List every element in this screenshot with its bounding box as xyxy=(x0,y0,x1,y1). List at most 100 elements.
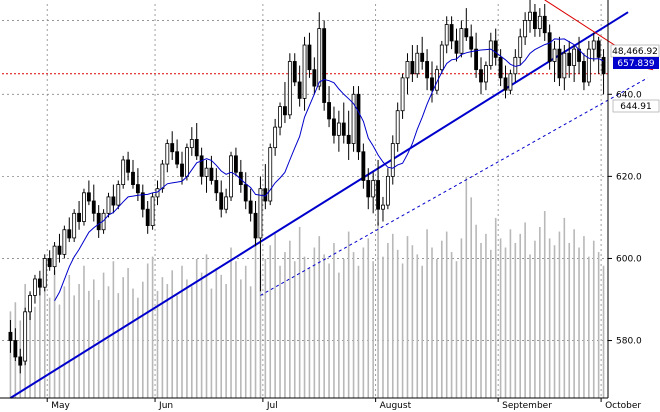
candlestick xyxy=(33,274,37,304)
price-badge-moving-average: 657.839 xyxy=(617,59,654,69)
candle-body-down xyxy=(37,278,42,288)
volume-bar xyxy=(313,247,316,398)
volume-bar xyxy=(92,279,95,398)
candle-body-up xyxy=(317,28,322,87)
volume-bar xyxy=(494,217,497,398)
candlestick xyxy=(268,143,273,206)
candle-body-up xyxy=(591,40,596,50)
candle-body-up xyxy=(155,188,160,198)
candlestick xyxy=(175,139,180,169)
candlestick xyxy=(533,4,537,37)
volume-bar xyxy=(514,242,517,398)
volume-bar xyxy=(83,265,85,398)
volume-bar xyxy=(39,279,41,398)
volume-bar xyxy=(367,238,370,398)
candle-body-up xyxy=(287,61,292,116)
candlestick xyxy=(385,168,390,210)
candle-body-up xyxy=(400,77,405,112)
candle-body-up xyxy=(483,65,488,83)
candlestick xyxy=(194,123,199,160)
candlestick xyxy=(307,32,312,78)
volume-bar xyxy=(519,233,522,398)
candle-body-down xyxy=(13,340,18,358)
candle-body-up xyxy=(278,106,282,128)
volume-bar xyxy=(34,306,36,398)
candlestick xyxy=(464,8,469,41)
candle-body-down xyxy=(361,151,366,181)
volume-bar xyxy=(274,233,276,398)
candlestick xyxy=(47,250,52,271)
volume-bar xyxy=(73,295,75,398)
candle-body-down xyxy=(199,155,204,177)
volume-bar xyxy=(112,261,115,398)
candle-body-up xyxy=(116,184,121,206)
candle-body-up xyxy=(572,48,577,66)
candlestick xyxy=(601,49,606,95)
volume-bar xyxy=(588,256,590,398)
candlestick xyxy=(189,127,194,156)
candle-body-down xyxy=(479,69,483,83)
volume-bar xyxy=(53,270,56,398)
candlestick xyxy=(57,233,62,263)
volume-bar xyxy=(146,263,149,398)
candlestick xyxy=(395,102,400,152)
candlestick xyxy=(439,40,444,74)
candlestick xyxy=(116,180,121,210)
candlestick xyxy=(42,254,47,292)
candlestick xyxy=(547,24,552,70)
candle-body-down xyxy=(292,61,297,83)
candle-body-down xyxy=(77,212,81,222)
candlestick xyxy=(165,139,170,173)
candlestick xyxy=(474,32,479,78)
volume-bar xyxy=(391,233,394,398)
volume-bar xyxy=(151,256,154,398)
volume-bar xyxy=(48,297,51,398)
candlestick xyxy=(263,164,268,210)
candlestick xyxy=(312,57,317,95)
candlestick xyxy=(72,209,77,243)
candle-body-down xyxy=(86,192,91,202)
moving-average-line xyxy=(54,38,604,301)
candle-body-up xyxy=(351,93,356,144)
candlestick xyxy=(459,20,464,58)
x-tick-label: May xyxy=(51,401,70,411)
volume-bar xyxy=(181,265,183,398)
candle-body-up xyxy=(258,188,263,239)
candlestick xyxy=(542,4,547,41)
candle-body-down xyxy=(248,200,253,214)
candle-body-up xyxy=(33,278,37,296)
volume-bar xyxy=(279,265,281,398)
candlestick xyxy=(302,36,307,111)
volume-bar xyxy=(377,222,379,398)
candle-body-down xyxy=(332,118,336,136)
candlestick xyxy=(503,65,508,99)
candle-body-down xyxy=(376,180,380,210)
volume-bar xyxy=(387,242,389,398)
candlestick xyxy=(322,20,327,111)
gridlines xyxy=(2,4,608,398)
candle-body-down xyxy=(425,61,430,79)
candle-body-down xyxy=(283,106,287,116)
candlestick xyxy=(410,45,415,82)
volume-bar xyxy=(269,245,272,398)
volume-bar xyxy=(362,247,365,398)
candle-body-down xyxy=(180,163,184,177)
candle-body-up xyxy=(106,196,111,214)
volume-bar xyxy=(602,265,605,398)
volume-bar xyxy=(445,231,448,398)
volume-bar xyxy=(171,270,174,398)
volume-bar xyxy=(235,261,237,398)
candlestick xyxy=(23,307,28,366)
candle-body-down xyxy=(91,200,96,214)
volume-bar xyxy=(127,268,129,398)
volume-bar xyxy=(416,254,419,398)
candlestick xyxy=(567,40,572,78)
volume-bar xyxy=(137,297,139,398)
candle-body-down xyxy=(430,77,434,91)
volume-bar xyxy=(166,284,169,398)
x-tick-label: September xyxy=(502,401,552,411)
candlestick xyxy=(13,328,18,362)
volume-bar xyxy=(347,231,350,398)
candlestick xyxy=(479,57,483,95)
candle-body-down xyxy=(135,184,140,194)
